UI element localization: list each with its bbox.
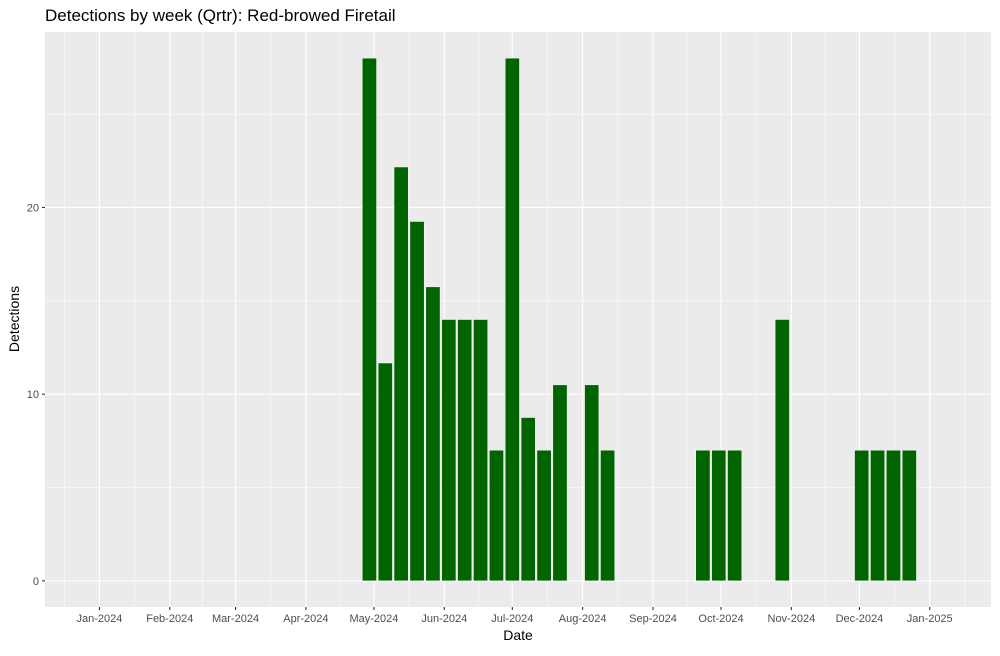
- bar: [425, 286, 441, 582]
- bar: [711, 449, 727, 582]
- x-tick-label: Mar-2024: [212, 613, 259, 625]
- bar: [774, 319, 790, 582]
- y-tick-label: 10: [27, 389, 39, 401]
- bar: [901, 449, 917, 582]
- bar: [377, 362, 393, 582]
- x-tick-label: Dec-2024: [836, 613, 884, 625]
- bar: [552, 384, 568, 582]
- bar: [870, 449, 885, 582]
- x-tick-label: Sep-2024: [629, 613, 677, 625]
- x-tick-label: Jan-2025: [907, 613, 953, 625]
- bar: [489, 449, 504, 582]
- bar: [536, 449, 552, 582]
- bar: [441, 319, 457, 582]
- bar: [409, 221, 425, 582]
- x-tick-label: Oct-2024: [698, 613, 743, 625]
- x-tick-label: May-2024: [349, 613, 398, 625]
- bar: [854, 449, 870, 582]
- chart-title: Detections by week (Qrtr): Red-browed Fi…: [45, 6, 396, 25]
- x-tick-label: Apr-2024: [283, 613, 328, 625]
- y-tick-label: 0: [33, 576, 39, 588]
- x-tick-label: Jun-2024: [421, 613, 467, 625]
- bar: [457, 319, 473, 582]
- y-axis-label: Detections: [6, 286, 22, 352]
- bar: [584, 384, 600, 582]
- x-tick-label: Feb-2024: [146, 613, 193, 625]
- bar: [695, 449, 711, 582]
- bars: [362, 57, 917, 582]
- bar: [362, 57, 377, 582]
- bar: [600, 449, 616, 582]
- x-tick-label: Aug-2024: [559, 613, 607, 625]
- bar: [393, 166, 409, 582]
- x-tick-label: Jan-2024: [77, 613, 123, 625]
- y-axis: 0 10 20: [27, 202, 45, 588]
- x-axis-label: Date: [503, 627, 533, 643]
- x-tick-label: Nov-2024: [768, 613, 816, 625]
- y-tick-label: 20: [27, 202, 39, 214]
- x-axis: Jan-2024 Feb-2024 Mar-2024 Apr-2024 May-2024…: [77, 607, 953, 625]
- bar: [886, 449, 901, 582]
- bar: [727, 449, 743, 582]
- bar: [504, 57, 520, 582]
- bar: [520, 417, 536, 582]
- x-tick-label: Jul-2024: [491, 613, 533, 625]
- bar: [473, 319, 488, 582]
